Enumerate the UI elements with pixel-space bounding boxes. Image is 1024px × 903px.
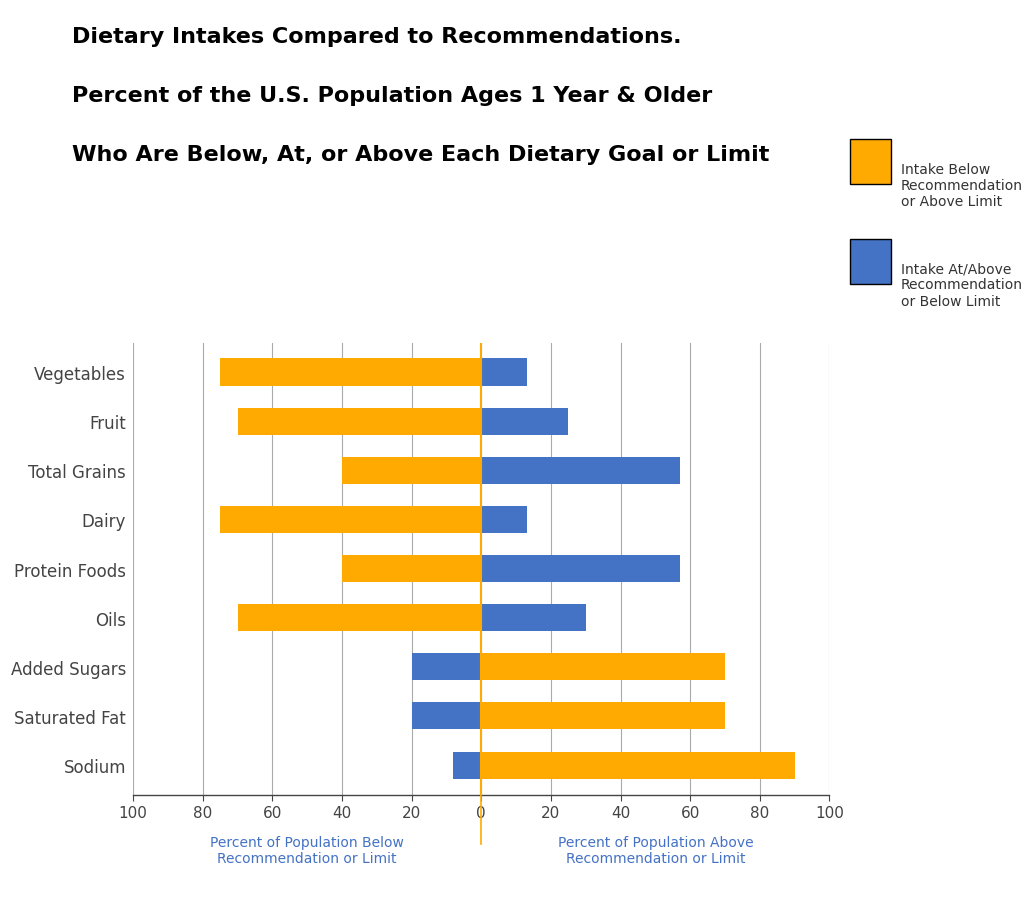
Bar: [220, 359, 481, 386]
Bar: [220, 507, 481, 534]
Bar: [481, 359, 526, 386]
Text: Dietary Intakes Compared to Recommendations.: Dietary Intakes Compared to Recommendati…: [72, 27, 681, 47]
Bar: [481, 408, 568, 435]
Text: Percent of the U.S. Population Ages 1 Year & Older: Percent of the U.S. Population Ages 1 Ye…: [72, 86, 712, 106]
Bar: [481, 703, 725, 730]
Bar: [481, 654, 725, 681]
Bar: [481, 751, 795, 778]
Text: Percent of Population Above
Recommendation or Limit: Percent of Population Above Recommendati…: [557, 835, 754, 865]
Bar: [412, 654, 481, 681]
Bar: [412, 703, 481, 730]
Bar: [342, 457, 481, 484]
Bar: [481, 555, 680, 582]
Text: Who Are Below, At, or Above Each Dietary Goal or Limit: Who Are Below, At, or Above Each Dietary…: [72, 144, 769, 164]
Text: Intake Below
Recommendation
or Above Limit: Intake Below Recommendation or Above Lim…: [901, 163, 1023, 209]
Bar: [342, 555, 481, 582]
Text: Percent of Population Below
Recommendation or Limit: Percent of Population Below Recommendati…: [210, 835, 404, 865]
Bar: [238, 408, 481, 435]
Bar: [454, 751, 481, 778]
Bar: [481, 457, 680, 484]
Bar: [238, 604, 481, 631]
Bar: [481, 507, 526, 534]
Bar: [481, 604, 586, 631]
Text: Intake At/Above
Recommendation
or Below Limit: Intake At/Above Recommendation or Below …: [901, 262, 1023, 308]
